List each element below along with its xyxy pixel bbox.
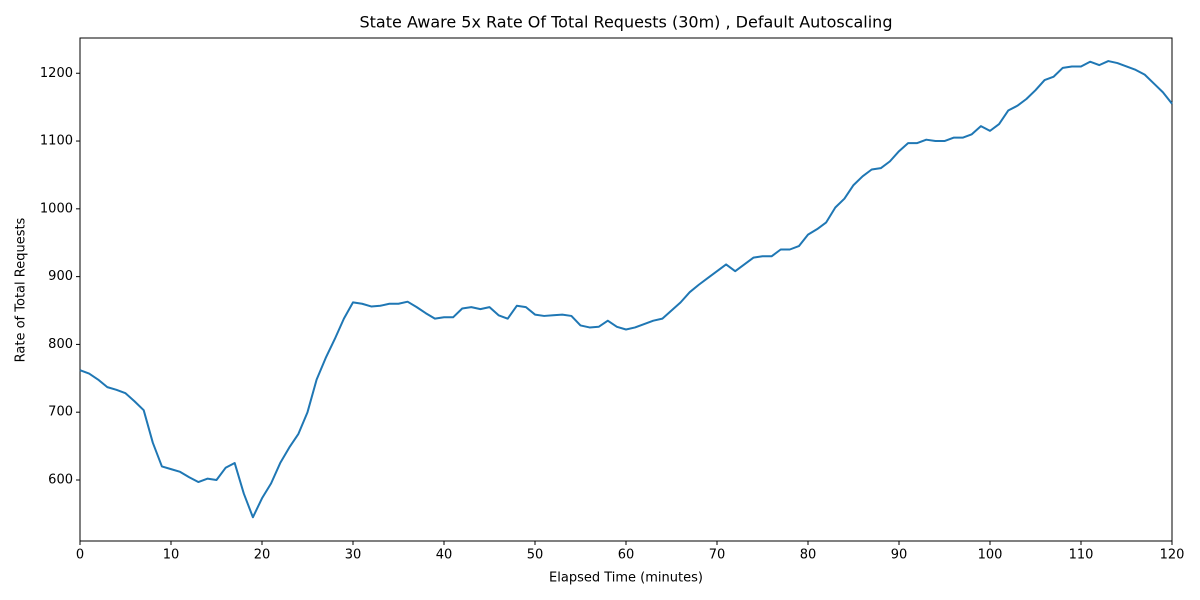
x-axis-label: Elapsed Time (minutes) (549, 571, 703, 586)
x-tick-label: 60 (618, 548, 635, 563)
x-tick-label: 80 (800, 548, 817, 563)
x-tick-label: 50 (527, 548, 544, 563)
x-tick-label: 40 (436, 548, 453, 563)
x-tick-label: 10 (163, 548, 180, 563)
y-tick-label: 1000 (40, 201, 73, 216)
y-tick-label: 900 (48, 269, 73, 284)
y-tick-label: 1200 (40, 66, 73, 81)
chart-title: State Aware 5x Rate Of Total Requests (3… (360, 13, 893, 32)
data-line (79, 60, 1173, 519)
y-tick-label: 600 (48, 472, 73, 487)
plot-frame (79, 37, 1173, 542)
x-tick-label: 20 (254, 548, 271, 563)
y-axis-label: Rate of Total Requests (14, 217, 29, 362)
x-tick-label: 100 (978, 548, 1003, 563)
x-tick-label: 120 (1160, 548, 1185, 563)
x-tick-label: 70 (709, 548, 726, 563)
x-tick-label: 90 (891, 548, 908, 563)
y-tick-label: 1100 (40, 134, 73, 149)
y-tick-label: 700 (48, 405, 73, 420)
x-tick-label: 30 (345, 548, 362, 563)
x-tick-label: 0 (76, 548, 84, 563)
x-tick-label: 110 (1069, 548, 1094, 563)
y-tick-label: 800 (48, 337, 73, 352)
